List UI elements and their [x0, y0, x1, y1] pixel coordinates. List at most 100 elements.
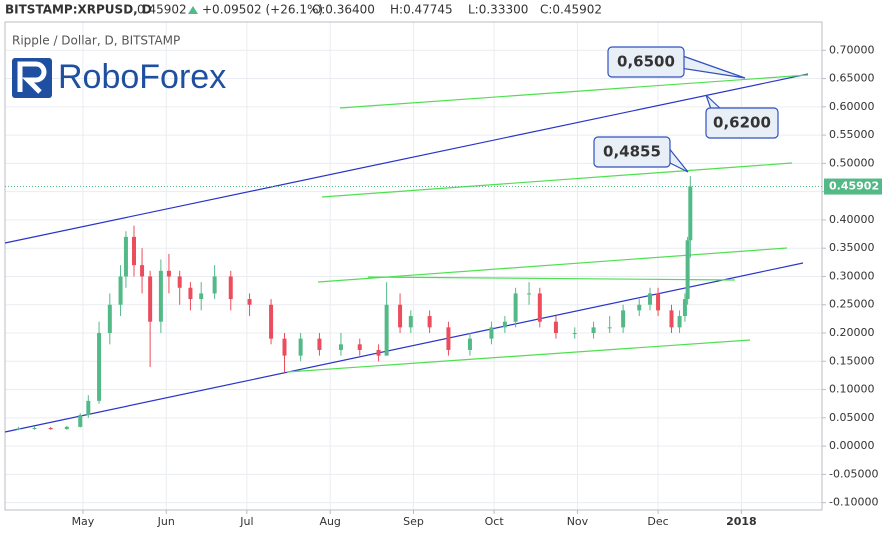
y-tick-label: 0.50000: [829, 156, 875, 169]
candle-body: [140, 265, 145, 277]
candle-body: [317, 338, 322, 350]
y-tick-label: -0.05000: [829, 467, 878, 480]
callout-pointer: [679, 54, 746, 79]
grid: [5, 22, 822, 510]
channel-line: [4, 73, 809, 244]
high: H:0.47745: [390, 3, 453, 17]
candle-body: [118, 276, 123, 305]
y-tick-label: 0.15000: [829, 354, 875, 367]
candle-body: [398, 304, 403, 328]
candle-body: [467, 338, 472, 350]
x-tick-label: Aug: [319, 515, 340, 528]
candle-body: [527, 293, 532, 295]
callout-label: 0,4855: [603, 143, 661, 161]
last-price: 0.45902: [137, 3, 187, 17]
candle-body: [408, 316, 413, 328]
candle-body: [16, 428, 21, 430]
candle-body: [656, 293, 661, 311]
candle-body: [282, 338, 287, 356]
change: +0.09502 (+26.1%): [202, 3, 323, 17]
candle-body: [677, 316, 682, 328]
low: L:0.33300: [468, 3, 528, 17]
candle-body: [502, 321, 507, 328]
candle-body: [78, 415, 83, 427]
candle-body: [32, 428, 37, 430]
y-tick-label: 0.55000: [829, 128, 875, 141]
candle-body: [298, 338, 303, 356]
callout-box: [607, 46, 685, 78]
x-tick-label: Nov: [567, 515, 589, 528]
candle-body: [513, 293, 518, 322]
candle-body: [212, 276, 217, 294]
up-arrow: [188, 6, 198, 14]
candle-body: [188, 287, 193, 300]
y-tick-label: 0.05000: [829, 411, 875, 424]
candle-body: [269, 304, 274, 339]
candle-body: [669, 310, 674, 328]
y-tick-label: 0.60000: [829, 100, 875, 113]
candle-body: [446, 327, 451, 350]
trend-line: [317, 247, 788, 283]
chart-title: Ripple / Dollar, D, BITSTAMP: [12, 34, 180, 48]
candle-body: [107, 304, 112, 334]
y-tick-label: 0.10000: [829, 383, 875, 396]
y-tick-label: 0.00000: [829, 439, 875, 452]
x-tick-label: Oct: [485, 515, 505, 528]
y-tick-label: -0.10000: [829, 496, 878, 509]
candle-body: [357, 344, 362, 350]
logo: RoboForex: [12, 58, 226, 98]
trend-line: [339, 74, 809, 109]
y-tick-label: 0.35000: [829, 241, 875, 254]
channel-line: [4, 262, 804, 433]
trend-lines: [4, 73, 809, 433]
x-tick-label: Sep: [403, 515, 424, 528]
y-tick-label: 0.65000: [829, 72, 875, 85]
close: C:0.45902: [540, 3, 602, 17]
candle-body: [682, 299, 687, 317]
x-tick-label: Jun: [157, 515, 175, 528]
candle-body: [685, 240, 690, 300]
x-tick-label: Dec: [647, 515, 668, 528]
candle-body: [228, 276, 233, 300]
candle-body: [158, 270, 163, 322]
candle-body: [489, 327, 494, 339]
candle-body: [247, 299, 252, 305]
candle-body: [132, 236, 136, 266]
candle-body: [621, 310, 626, 328]
logo-text: RoboForex: [58, 58, 226, 96]
candle-body: [553, 321, 558, 334]
candles: [16, 176, 693, 431]
trend-line: [367, 276, 736, 281]
last-price-box: [824, 178, 882, 195]
callout: 0,6500: [607, 46, 746, 79]
logo-glyph: [17, 61, 47, 94]
candle-body: [637, 304, 642, 311]
candle-body: [177, 276, 182, 288]
callout-label: 0,6500: [617, 53, 675, 71]
candle-body: [166, 270, 171, 277]
callout: 0,6200: [705, 94, 779, 139]
candle-body: [86, 400, 91, 416]
y-tick-label: 0.25000: [829, 298, 875, 311]
y-tick-label: 0.20000: [829, 326, 875, 339]
trend-line: [321, 162, 793, 198]
candle-body: [427, 316, 432, 328]
candle-body: [199, 293, 204, 300]
x-tick-label: May: [72, 515, 95, 528]
symbol: BITSTAMP:XRPUSD, D: [5, 3, 152, 17]
trend-line: [286, 339, 751, 373]
candle-body: [148, 276, 153, 322]
candle-body: [688, 186, 693, 241]
candle-body: [384, 304, 389, 356]
callout-box: [593, 136, 671, 168]
candle-body: [97, 333, 102, 401]
candle-body: [123, 236, 128, 277]
candle-body: [572, 333, 577, 335]
candle-body: [338, 344, 343, 350]
callout-label: 0,6200: [713, 114, 771, 132]
candle-body: [607, 327, 612, 329]
y-tick-label: 0.70000: [829, 43, 875, 56]
candle-body: [648, 293, 652, 305]
candle-body: [591, 327, 596, 334]
